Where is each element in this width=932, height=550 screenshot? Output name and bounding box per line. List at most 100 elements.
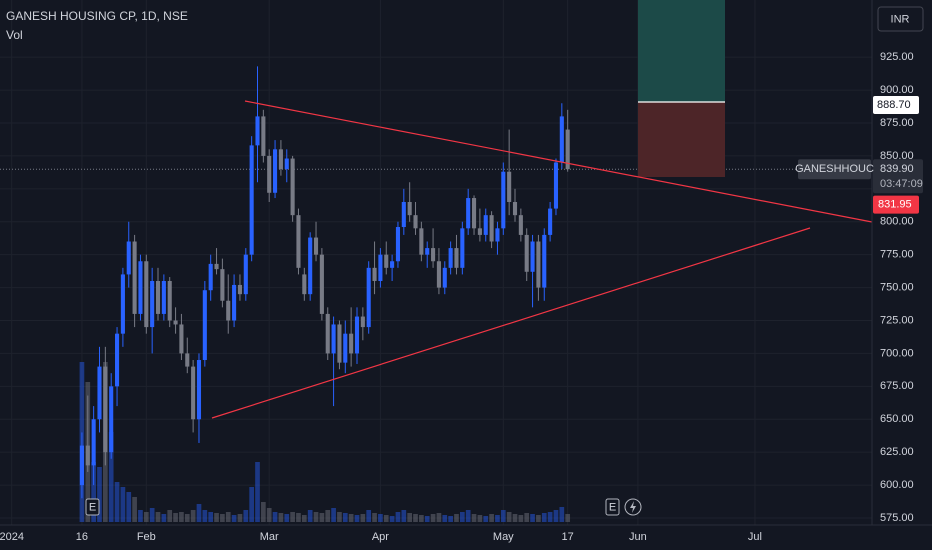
candle-body [553,162,559,209]
candle-body [530,241,535,272]
volume-bar [120,487,126,522]
x-tick-label: Apr [372,531,389,543]
volume-bar [255,462,260,522]
volume-bar [272,512,278,522]
price-labels: 888.70 839.90 03:47:09 GANESHHOUC 831.95 [795,95,923,214]
volume-bar [167,510,173,522]
candle-body [559,116,564,163]
candle-body [460,228,465,268]
volume-bar [196,504,202,522]
candle-body [313,237,319,255]
y-tick-label: 725.00 [880,314,914,326]
volume-bar [541,513,547,522]
candle-body [466,198,471,229]
volume-bar [214,513,219,522]
candle-body [331,324,336,354]
x-tick-label: May [493,531,514,543]
candle-body [255,116,260,146]
candle-body [471,198,477,229]
earnings-marker[interactable] [85,498,100,516]
volume-bar [360,514,366,522]
last-price-tag [873,159,923,194]
volume-bar [190,510,196,522]
candle-body [337,324,342,363]
volume-bar [243,510,249,522]
candle-body [343,333,348,363]
candle-body [296,215,301,268]
volume-bar [184,514,190,522]
candle-body [354,316,360,354]
candle-body [109,386,114,453]
volume-bar [202,510,208,522]
y-tick-label: 700.00 [880,347,914,359]
candle-body [325,313,330,354]
volume-bar [284,514,290,522]
earnings-marker[interactable] [605,498,620,516]
candle-body [536,241,541,288]
y-tick-label: 875.00 [880,117,914,129]
candle-body [360,316,365,328]
target-price-tag [873,95,919,114]
volume-bar [401,510,407,522]
trend-line-lower [211,227,811,419]
candle-body [401,201,406,228]
candle-body [477,228,482,235]
candle-body [395,227,401,262]
candle-body [208,263,213,291]
volume-bar [337,512,342,522]
candle-body [85,445,90,466]
x-tick-label: Feb [137,531,156,543]
candle-body [161,281,166,314]
loss-zone [638,102,725,177]
volume-bar [342,513,348,522]
candle-body [448,248,453,268]
candle-body [97,366,102,420]
volume-bar [407,513,413,522]
y-tick-label: 775.00 [880,249,914,261]
y-tick-label: 600.00 [880,479,914,491]
candle-body [243,254,248,295]
candle-body [267,155,272,193]
volume-bar [331,508,336,522]
candle-body [173,320,178,325]
candle-body [512,201,518,216]
volume-bar [319,513,325,522]
volume-bar [442,515,448,522]
candle-body [302,274,307,295]
volume-bar [395,512,401,522]
candle-body [548,208,553,235]
candle-body [542,234,547,288]
candle-body [249,145,254,255]
volume-bar [413,514,418,522]
volume-bar [436,513,442,522]
candle-body [442,267,447,288]
y-tick-label: 575.00 [880,512,914,524]
y-tick-label: 625.00 [880,446,914,458]
candle-body [384,254,389,268]
profit-zone [638,0,725,102]
candle-body [237,284,242,295]
currency-button[interactable] [877,6,924,32]
candle-body [290,158,295,216]
volume-bar [553,510,559,522]
volume-bar [506,512,512,522]
volume-bar [471,514,477,522]
y-tick-label: 650.00 [880,413,914,425]
symbol-label: GANESHHOUC [795,163,874,175]
candle-body [167,281,172,321]
candle-body [390,261,395,268]
candle-body [308,237,313,295]
y-tick-label: 850.00 [880,150,914,162]
volume-bar [143,512,149,522]
volume-bar [237,514,243,522]
earnings-icon: E [89,501,96,513]
volume-bar [424,516,430,522]
volume-bar [389,516,395,522]
candle-body [495,228,500,242]
candle-body [284,158,289,170]
volume-bar [149,508,155,522]
candle-body [155,281,161,314]
candle-body [454,248,459,268]
